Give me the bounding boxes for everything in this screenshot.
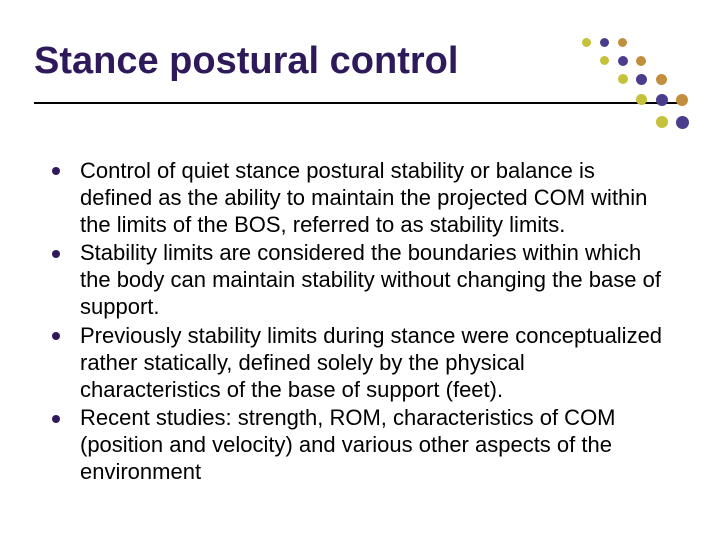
- deco-dot: [676, 116, 689, 129]
- deco-dot: [676, 94, 688, 106]
- deco-dot: [656, 74, 667, 85]
- deco-dot: [636, 74, 647, 85]
- bullet-item: Stability limits are considered the boun…: [52, 240, 668, 320]
- bullet-list: Control of quiet stance postural stabili…: [52, 158, 668, 486]
- bullet-item: Control of quiet stance postural stabili…: [52, 158, 668, 238]
- bullet-item: Recent studies: strength, ROM, character…: [52, 405, 668, 485]
- slide-body: Control of quiet stance postural stabili…: [52, 158, 668, 488]
- deco-dot: [656, 116, 668, 128]
- slide: Stance postural control Control of quiet…: [0, 0, 720, 540]
- bullet-item: Previously stability limits during stanc…: [52, 323, 668, 403]
- deco-dot: [600, 38, 609, 47]
- deco-dot: [656, 94, 668, 106]
- deco-dot: [618, 56, 628, 66]
- corner-decoration: [582, 38, 702, 138]
- deco-dot: [582, 38, 591, 47]
- deco-dot: [636, 94, 647, 105]
- deco-dot: [636, 56, 646, 66]
- deco-dot: [618, 74, 628, 84]
- deco-dot: [618, 38, 627, 47]
- deco-dot: [600, 56, 609, 65]
- slide-title: Stance postural control: [34, 42, 458, 82]
